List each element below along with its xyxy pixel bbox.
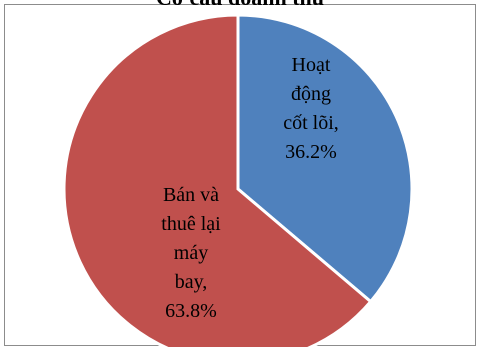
pie-chart: Hoạt động cốt lõi, 36.2% Bán và thuê lại máy ba… (62, 13, 414, 347)
slice-label-2: Bán và thuê lại máy bay, 63.8% (161, 184, 221, 322)
slice-label-1: Hoạt động cốt lõi, 36.2% (283, 54, 339, 163)
chart-title: Cơ cấu doanh thu (5, 0, 475, 11)
pie-slice-2 (62, 13, 373, 347)
pie-slice-1 (236, 13, 414, 304)
